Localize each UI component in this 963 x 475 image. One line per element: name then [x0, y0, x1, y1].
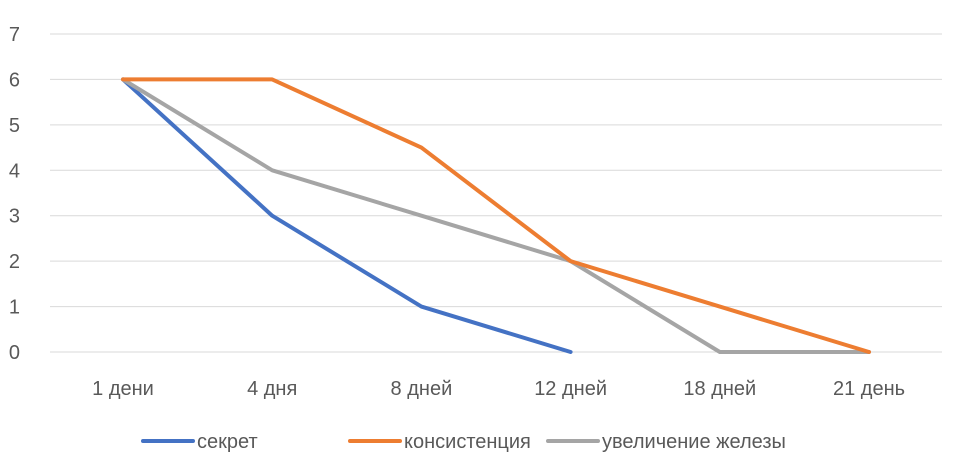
x-tick-label: 21 день	[833, 378, 905, 400]
series-line-1	[121, 77, 871, 354]
legend-label-1: консистенция	[404, 431, 531, 453]
gridlines	[50, 33, 942, 353]
x-axis-ticks: 1 дени 4 дня 8 дней 12 дней 18 дней 21 день	[92, 378, 905, 400]
series-line-2	[121, 77, 871, 354]
y-tick-label: 2	[9, 251, 20, 273]
y-tick-label: 6	[9, 69, 20, 91]
legend: секрет консистенция увеличение железы	[141, 431, 786, 453]
series-line-0	[121, 77, 573, 354]
y-tick-label: 0	[9, 342, 20, 364]
x-tick-label: 1 дени	[92, 378, 154, 400]
y-tick-label: 3	[9, 206, 20, 228]
x-tick-label: 12 дней	[534, 378, 607, 400]
y-tick-label: 4	[9, 160, 20, 182]
legend-label-2: увеличение железы	[602, 431, 786, 453]
y-tick-label: 1	[9, 297, 20, 319]
series-lines	[121, 77, 871, 354]
x-tick-label: 4 дня	[247, 378, 297, 400]
legend-label-0: секрет	[197, 431, 258, 453]
y-tick-label: 7	[9, 24, 20, 46]
x-tick-label: 8 дней	[391, 378, 453, 400]
y-axis-ticks: 0 1 2 3 4 5 6 7	[9, 24, 20, 364]
y-tick-label: 5	[9, 115, 20, 137]
x-tick-label: 18 дней	[683, 378, 756, 400]
